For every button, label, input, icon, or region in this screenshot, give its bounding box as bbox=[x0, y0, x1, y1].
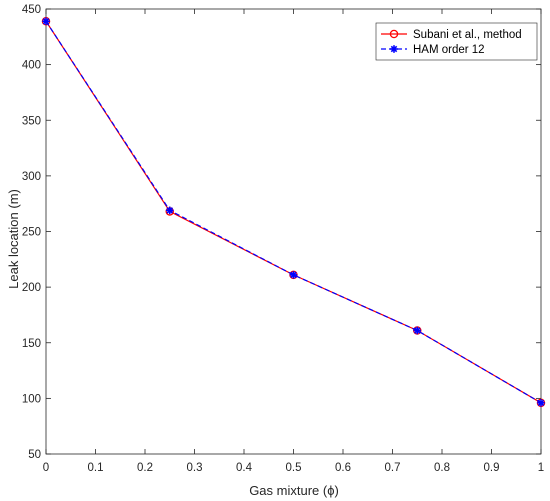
y-tick-label: 200 bbox=[22, 282, 41, 294]
legend-label: Subani et al., method bbox=[413, 29, 522, 41]
x-tick-label: 0.8 bbox=[434, 462, 450, 474]
y-axis-label: Leak location (m) bbox=[6, 189, 21, 289]
series-layer bbox=[41, 16, 546, 408]
x-tick-label: 0.1 bbox=[88, 462, 104, 474]
x-tick-label: 0.6 bbox=[335, 462, 351, 474]
series-2 bbox=[42, 17, 545, 407]
x-tick-label: 0.3 bbox=[187, 462, 203, 474]
x-tick-label: 0.2 bbox=[137, 462, 153, 474]
legend-entry: HAM order 12 bbox=[381, 44, 485, 56]
x-tick-label: 1 bbox=[538, 462, 544, 474]
y-axis-ticks: 50 100 150 200 250 300 350 400 450 bbox=[22, 4, 541, 461]
y-tick-label: 350 bbox=[22, 115, 41, 127]
y-tick-label: 100 bbox=[22, 393, 41, 405]
legend: Subani et al., method HAM order 12 bbox=[375, 22, 538, 61]
y-tick-label: 150 bbox=[22, 338, 41, 350]
plot-area bbox=[45, 8, 542, 455]
marker-asterisk bbox=[413, 326, 422, 335]
x-tick-label: 0.4 bbox=[236, 462, 253, 474]
legend-label: HAM order 12 bbox=[413, 44, 485, 56]
y-tick-label: 400 bbox=[22, 60, 41, 72]
legend-box bbox=[375, 22, 538, 61]
x-tick-label: 0.5 bbox=[286, 462, 302, 474]
marker-asterisk bbox=[165, 206, 174, 215]
x-tick-label: 0 bbox=[43, 462, 49, 474]
legend-entry: Subani et al., method bbox=[381, 29, 522, 41]
marker-asterisk bbox=[537, 399, 545, 407]
y-tick-label: 250 bbox=[22, 227, 41, 239]
marker-asterisk bbox=[42, 17, 50, 26]
plot-frame bbox=[45, 8, 542, 455]
y-tick-label: 50 bbox=[28, 449, 41, 461]
x-tick-label: 0.9 bbox=[484, 462, 500, 474]
y-tick-label: 300 bbox=[22, 171, 41, 183]
x-axis-label: Gas mixture (ϕ) bbox=[249, 483, 339, 498]
marker-asterisk bbox=[390, 45, 398, 53]
y-tick-label: 450 bbox=[22, 4, 41, 16]
x-axis-ticks: 0 0.1 0.2 0.3 0.4 0.5 0.6 0.7 0.8 0.9 1 bbox=[43, 9, 544, 474]
marker-asterisk bbox=[289, 271, 298, 279]
x-tick-label: 0.7 bbox=[385, 462, 401, 474]
marker-circle bbox=[389, 29, 399, 39]
